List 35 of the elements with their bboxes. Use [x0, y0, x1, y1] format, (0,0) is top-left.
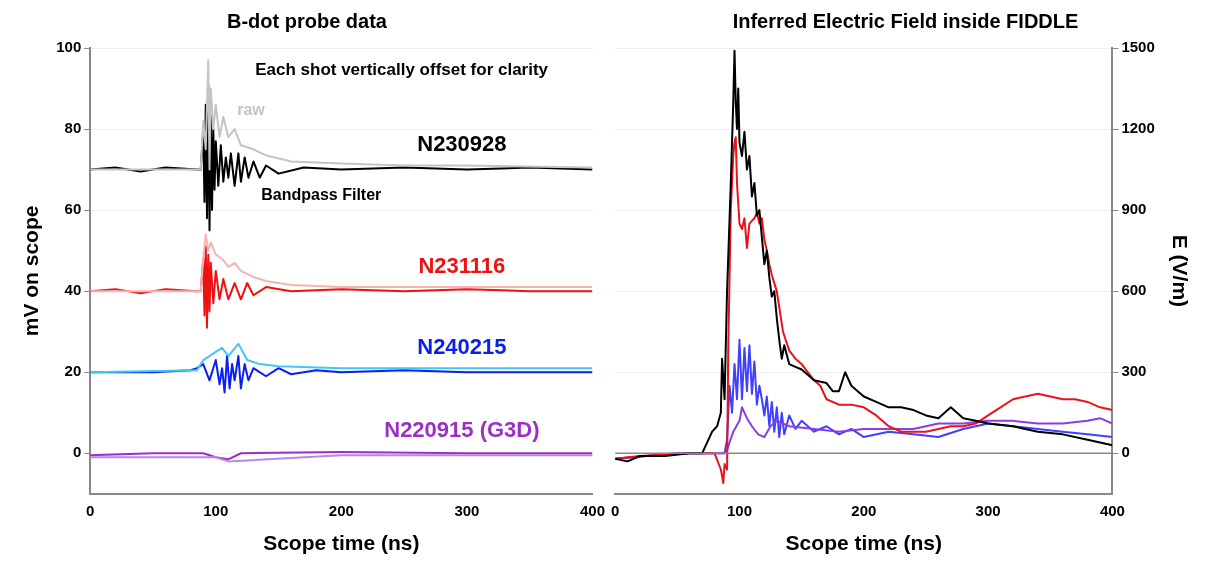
y-tick-label: 20 — [64, 362, 82, 380]
y2-tick-label: 1500 — [1121, 38, 1155, 56]
x-tick-label: 0 — [86, 501, 95, 519]
chart-title: B-dot probe data — [227, 9, 388, 32]
x-tick-label: 300 — [975, 501, 1001, 519]
x-tick-label: 200 — [851, 501, 877, 519]
x-axis-title: Scope time (ns) — [785, 531, 942, 555]
series-label: N230928 — [417, 131, 507, 157]
annotation: raw — [237, 100, 266, 118]
series-label: N240215 — [417, 333, 507, 359]
y2-tick-label: 900 — [1121, 200, 1147, 218]
series-label: N220915 (G3D) — [384, 416, 540, 442]
chart-title: Inferred Electric Field inside FIDDLE — [732, 9, 1079, 32]
y2-axis-title: E (V/m) — [1168, 234, 1192, 308]
series-label: N231116 — [418, 252, 506, 278]
y-tick-label: 80 — [64, 119, 82, 137]
x-tick-label: 100 — [203, 501, 229, 519]
y-tick-label: 100 — [56, 38, 82, 56]
x-tick-label: 400 — [579, 501, 605, 519]
x-tick-label: 200 — [328, 501, 354, 519]
y-tick-label: 0 — [72, 443, 82, 461]
annotation: Bandpass Filter — [261, 185, 382, 203]
annotation: Each shot vertically offset for clarity — [255, 59, 549, 79]
y-axis-title: mV on scope — [19, 205, 43, 337]
y-tick-label: 60 — [64, 200, 82, 218]
y2-tick-label: 1200 — [1121, 119, 1155, 137]
y2-tick-label: 0 — [1121, 443, 1130, 461]
y2-tick-label: 300 — [1121, 362, 1147, 380]
x-tick-label: 100 — [726, 501, 752, 519]
x-tick-label: 400 — [1099, 501, 1125, 519]
y2-tick-label: 600 — [1121, 281, 1147, 299]
y-tick-label: 40 — [64, 281, 82, 299]
x-axis-title: Scope time (ns) — [263, 531, 420, 555]
x-tick-label: 300 — [454, 501, 480, 519]
x-tick-label: 0 — [611, 501, 620, 519]
